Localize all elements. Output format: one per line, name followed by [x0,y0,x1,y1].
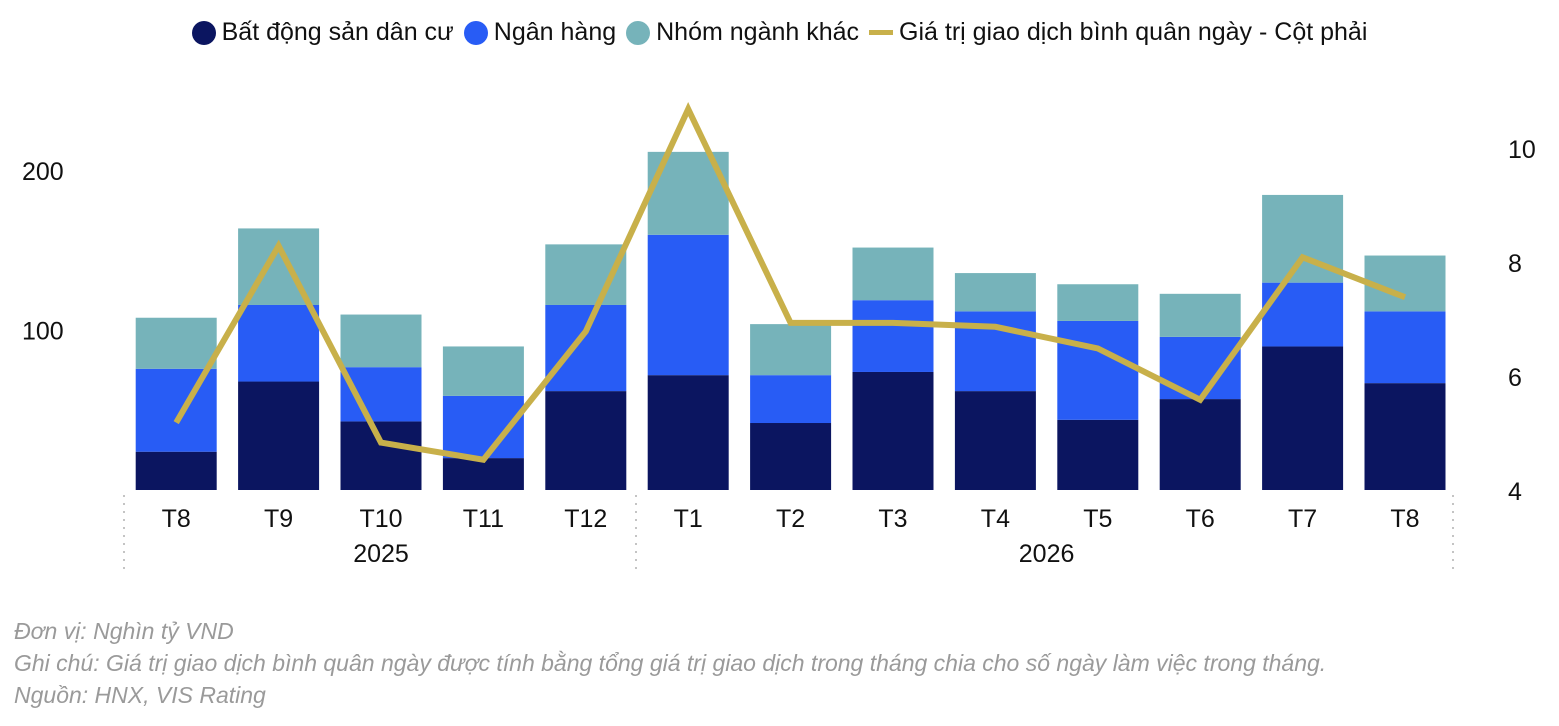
bar-residential-real-estate-0 [135,451,217,490]
legend-item-banks: Ngân hàng [463,18,617,47]
line-daily-avg-value [173,102,1407,463]
legend-item-residential-real-estate: Bất động sản dân cư [191,18,454,47]
legend-swatch-daily-avg-value [869,30,894,35]
x-tick-label: T10 [359,505,402,533]
y-left-tick-label: 200 [22,158,64,186]
bar-banks-12 [1364,311,1446,384]
y-right-tick-label: 6 [1508,364,1522,392]
unit-note: Đơn vị: Nghìn tỷ VND [14,618,234,644]
bar-banks-6 [750,375,832,424]
y-right-tick-label: 4 [1508,478,1522,506]
x-year-group-label: 2025 [353,540,409,568]
x-year-group-label: 2026 [1019,540,1075,568]
bar-other-sectors-8 [954,273,1036,312]
bar-other-sectors-2 [340,314,422,368]
legend-label-daily-avg-value: Giá trị giao dịch bình quân ngày - Cột p… [899,18,1368,46]
legend-item-daily-avg-value: Giá trị giao dịch bình quân ngày - Cột p… [869,18,1367,47]
legend-label-residential-real-estate: Bất động sản dân cư [221,18,454,46]
bar-other-sectors-3 [442,346,524,396]
y-right-tick-label: 10 [1508,136,1536,164]
bar-banks-5 [647,234,729,376]
bar-residential-real-estate-10 [1159,399,1241,490]
x-tick-label: T9 [264,505,293,533]
x-tick-label: T2 [776,505,805,533]
legend-label-banks: Ngân hàng [493,18,617,46]
chart-footnotes: Đơn vị: Nghìn tỷ VND Ghi chú: Giá trị gi… [14,615,1326,711]
bar-banks-4 [545,304,627,392]
bar-residential-real-estate-7 [852,371,934,490]
bar-other-sectors-7 [852,247,934,301]
x-tick-label: T6 [1186,505,1215,533]
legend-swatch-residential-real-estate [191,20,216,45]
bar-residential-real-estate-8 [954,391,1036,490]
bar-other-sectors-6 [750,324,832,376]
x-tick-label: T3 [878,505,907,533]
x-tick-label: T7 [1288,505,1317,533]
x-tick-label: T1 [674,505,703,533]
bar-residential-real-estate-6 [750,423,832,490]
bar-residential-real-estate-5 [647,375,729,490]
x-tick-label: T4 [981,505,1010,533]
bar-banks-9 [1057,320,1139,420]
bar-banks-10 [1159,336,1241,400]
bar-other-sectors-9 [1057,284,1139,321]
bar-other-sectors-10 [1159,293,1241,337]
bar-banks-7 [852,300,934,372]
y-left-tick-label: 100 [22,318,64,346]
calculation-note: Ghi chú: Giá trị giao dịch bình quân ngà… [14,650,1327,676]
x-tick-label: T5 [1083,505,1112,533]
bar-residential-real-estate-2 [340,421,422,490]
y-right-tick-label: 8 [1508,250,1522,278]
bar-other-sectors-12 [1364,255,1446,312]
x-tick-label: T11 [463,505,504,533]
legend-swatch-other-sectors [626,20,651,45]
stacked-bar-line-chart: 100 200 4 6 8 10 T8 T9 T10 T11 T12 T1 T2 T3 T4 T5 T6 T7 T8… [22,102,1536,575]
bar-residential-real-estate-1 [238,381,320,490]
bar-other-sectors-0 [135,317,217,369]
bar-residential-real-estate-9 [1057,419,1139,490]
bar-residential-real-estate-12 [1364,383,1446,490]
x-tick-label: T8 [1390,505,1419,533]
legend-swatch-banks [463,20,488,45]
legend-item-other-sectors: Nhóm ngành khác [626,18,859,47]
x-tick-label: T8 [162,505,191,533]
chart-legend: Bất động sản dân cư Ngân hàng Nhóm ngành… [0,18,1559,47]
bar-banks-1 [238,304,320,382]
bar-residential-real-estate-4 [545,391,627,490]
x-tick-label: T12 [564,505,607,533]
source-note: Nguồn: HNX, VIS Rating [14,682,266,708]
bar-residential-real-estate-11 [1262,346,1344,490]
bar-residential-real-estate-3 [442,458,524,490]
legend-label-other-sectors: Nhóm ngành khác [656,18,860,46]
bar-banks-0 [135,368,217,452]
